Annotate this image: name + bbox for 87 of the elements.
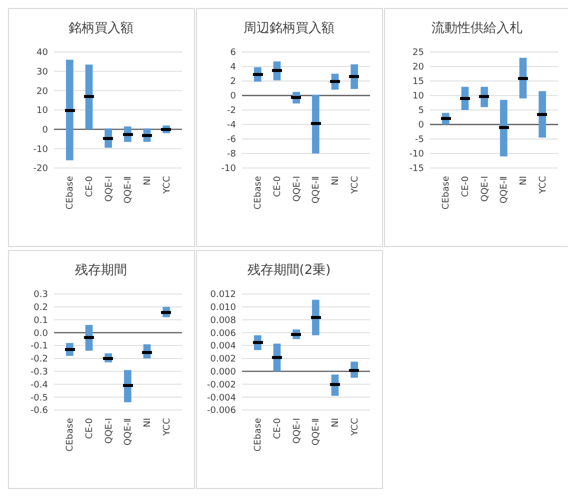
chart-title: 残存期間(2乗) bbox=[247, 263, 331, 278]
x-tick-label: QQE-Ⅱ bbox=[124, 176, 134, 204]
y-tick-label: -0.1 bbox=[30, 342, 48, 352]
x-tick-label: NI bbox=[143, 418, 154, 428]
y-tick-label: 2 bbox=[230, 77, 236, 88]
y-tick-label: 0.3 bbox=[34, 290, 48, 300]
y-tick-label: -0.004 bbox=[206, 393, 236, 404]
y-tick-label: 0 bbox=[230, 92, 236, 102]
y-tick-label: 25 bbox=[412, 48, 424, 58]
y-tick-label: -0.006 bbox=[206, 406, 236, 416]
y-tick-label: 20 bbox=[36, 86, 48, 97]
bar bbox=[500, 100, 508, 156]
y-tick-label: 40 bbox=[36, 48, 48, 58]
x-tick-label: QQE-Ⅰ bbox=[292, 418, 302, 444]
y-tick-label: 0.1 bbox=[34, 316, 48, 326]
y-tick-label: 0.000 bbox=[210, 367, 236, 378]
x-tick-label: NI bbox=[331, 418, 342, 428]
y-tick-label: -6 bbox=[227, 135, 236, 146]
x-tick-label: NI bbox=[331, 176, 342, 186]
y-tick-label: 0.2 bbox=[34, 303, 48, 314]
y-tick-label: 5 bbox=[418, 106, 424, 116]
x-tick-label: CE-0 bbox=[272, 418, 283, 439]
x-tick-label: CE-0 bbox=[272, 176, 283, 197]
x-tick-label: CEbase bbox=[66, 418, 76, 452]
y-tick-label: -10 bbox=[409, 150, 424, 160]
y-tick-label: -0.002 bbox=[206, 380, 236, 390]
x-tick-label: CEbase bbox=[254, 418, 264, 452]
y-tick-label: 6 bbox=[230, 48, 236, 58]
bar bbox=[312, 300, 320, 336]
y-tick-label: -0.4 bbox=[30, 380, 48, 390]
chart-title: 残存期間 bbox=[75, 263, 127, 278]
x-tick-label: QQE-Ⅱ bbox=[124, 418, 134, 446]
x-tick-label: QQE-Ⅰ bbox=[480, 176, 490, 202]
y-tick-label: -0.2 bbox=[30, 354, 48, 365]
bar bbox=[85, 64, 93, 130]
y-tick-label: 30 bbox=[36, 67, 48, 78]
y-tick-label: 0.002 bbox=[210, 354, 236, 365]
y-tick-label: -4 bbox=[227, 120, 236, 131]
x-tick-label: CEbase bbox=[254, 176, 264, 210]
y-tick-label: 4 bbox=[230, 62, 236, 73]
bar bbox=[66, 60, 74, 160]
x-tick-label: CE-0 bbox=[84, 176, 95, 197]
x-tick-label: YCC bbox=[350, 176, 360, 195]
y-tick-label: 0.012 bbox=[210, 290, 236, 300]
x-tick-label: YCC bbox=[350, 418, 360, 437]
bar bbox=[312, 94, 320, 154]
x-tick-label: CE-0 bbox=[460, 176, 471, 197]
y-tick-label: 0.006 bbox=[210, 328, 236, 339]
y-tick-label: -10 bbox=[33, 144, 48, 155]
y-tick-label: -8 bbox=[227, 150, 236, 160]
y-tick-label: 0.0 bbox=[34, 328, 48, 339]
y-tick-label: -5 bbox=[415, 135, 424, 146]
x-tick-label: QQE-Ⅰ bbox=[104, 176, 114, 202]
y-tick-label: -2 bbox=[227, 106, 236, 116]
x-tick-label: QQE-Ⅱ bbox=[312, 418, 322, 446]
y-tick-label: -0.3 bbox=[30, 367, 48, 378]
y-tick-label: 0.008 bbox=[210, 316, 236, 326]
y-tick-label: 15 bbox=[412, 77, 424, 88]
x-tick-label: QQE-Ⅱ bbox=[500, 176, 510, 204]
x-tick-label: CEbase bbox=[66, 176, 76, 210]
bar bbox=[124, 370, 132, 402]
y-tick-label: -0.5 bbox=[30, 393, 48, 404]
x-tick-label: YCC bbox=[538, 176, 548, 195]
x-tick-label: YCC bbox=[162, 176, 172, 195]
y-tick-label: 10 bbox=[412, 92, 424, 102]
y-tick-label: 20 bbox=[412, 62, 424, 73]
y-tick-label: 0 bbox=[42, 125, 48, 136]
chart-title: 周辺銘柄買入額 bbox=[244, 21, 334, 36]
x-tick-label: CEbase bbox=[442, 176, 452, 210]
x-tick-label: QQE-Ⅰ bbox=[104, 418, 114, 444]
x-tick-label: YCC bbox=[162, 418, 172, 437]
x-tick-label: QQE-Ⅱ bbox=[312, 176, 322, 204]
bar bbox=[538, 91, 546, 138]
y-tick-label: 10 bbox=[36, 106, 48, 116]
x-tick-label: NI bbox=[143, 176, 154, 186]
x-tick-label: QQE-Ⅰ bbox=[292, 176, 302, 202]
chart-title: 銘柄買入額 bbox=[68, 21, 134, 36]
y-tick-label: -0.6 bbox=[30, 406, 48, 416]
chart-title: 流動性供給入札 bbox=[432, 20, 522, 36]
y-tick-label: 0.010 bbox=[210, 303, 236, 314]
y-tick-label: 0 bbox=[418, 120, 424, 131]
y-tick-label: -15 bbox=[409, 164, 424, 174]
y-tick-label: -10 bbox=[221, 164, 236, 174]
x-tick-label: CE-0 bbox=[84, 418, 95, 439]
y-tick-label: -20 bbox=[33, 164, 48, 174]
x-tick-label: NI bbox=[519, 176, 530, 186]
y-tick-label: 0.004 bbox=[210, 342, 236, 352]
